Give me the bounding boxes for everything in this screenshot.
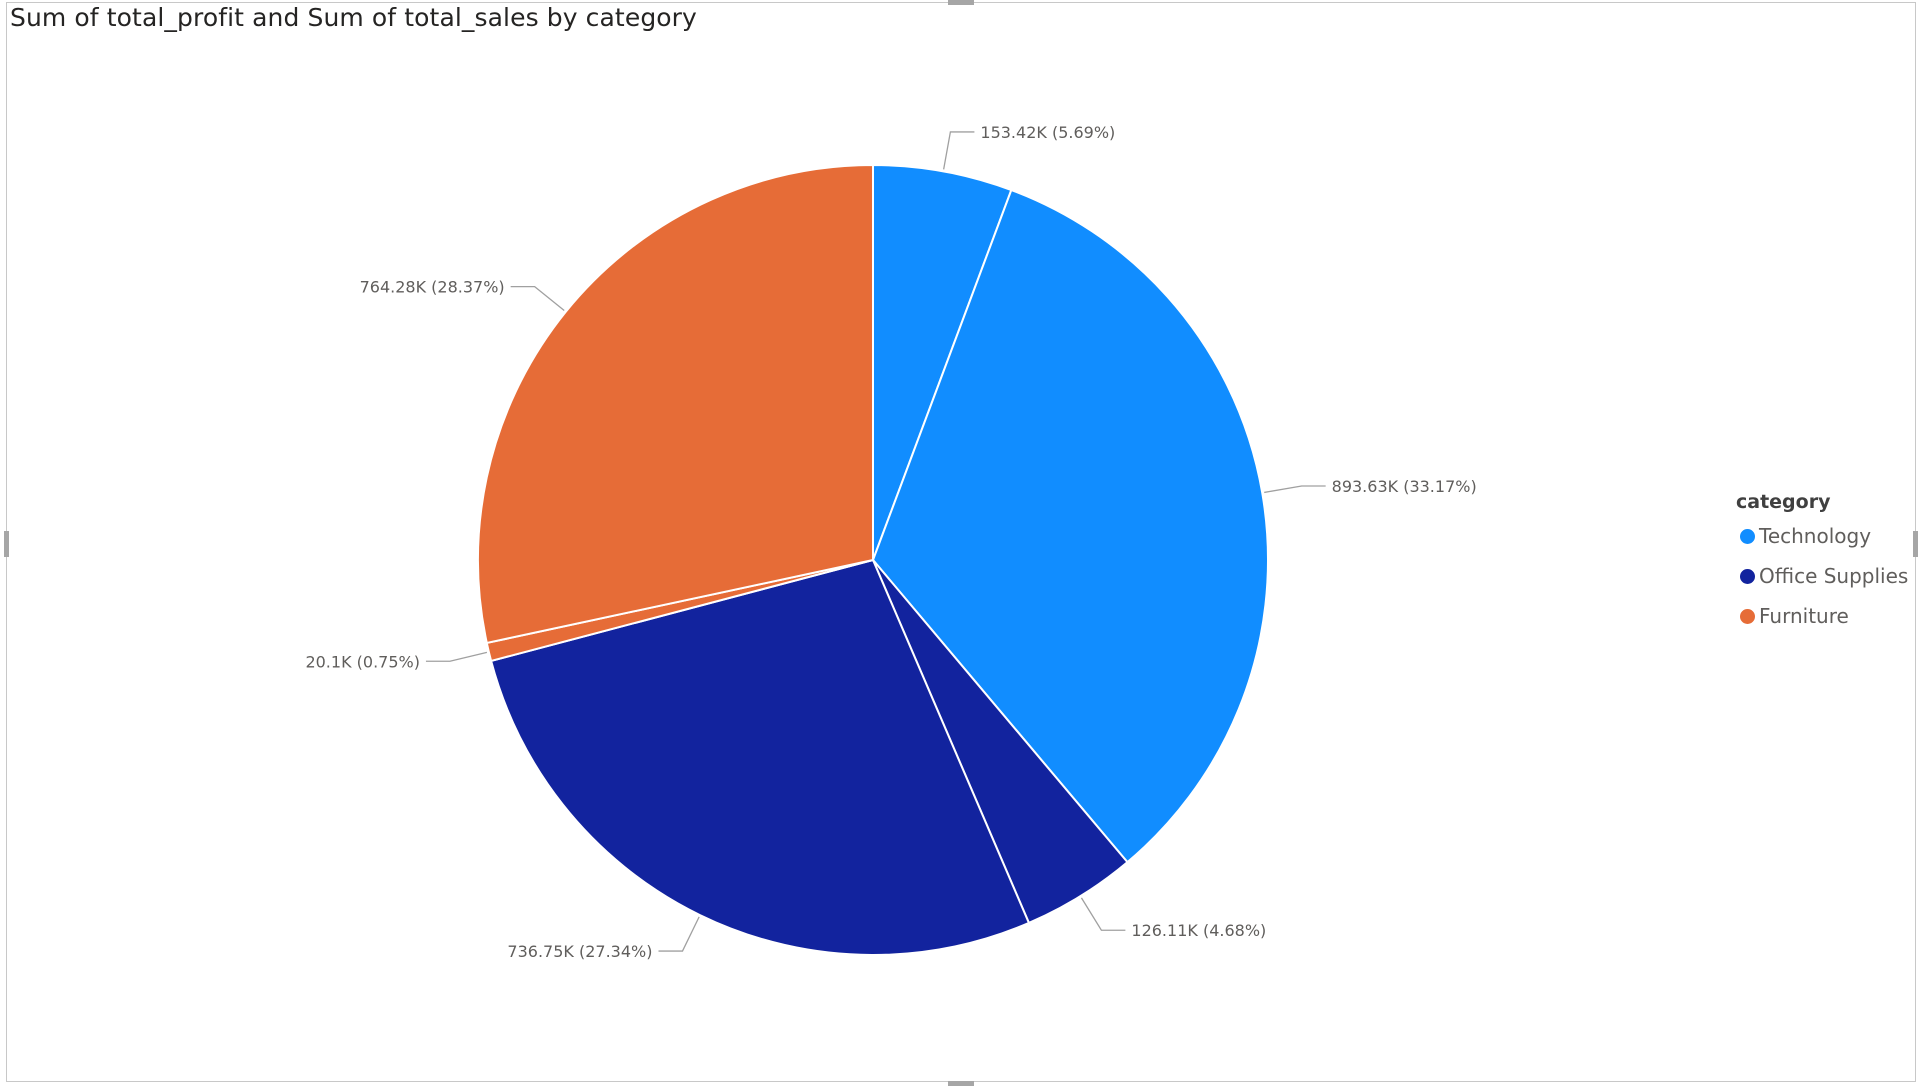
leader-line <box>425 651 488 662</box>
legend-swatch-icon <box>1740 608 1755 624</box>
legend-item-office-supplies[interactable]: Office Supplies <box>1736 556 1908 596</box>
data-label: 20.1K (0.75%) <box>305 652 420 671</box>
resize-handle-right[interactable] <box>1913 531 1918 557</box>
resize-handle-left[interactable] <box>4 531 9 557</box>
pie-data-labels: 153.42K (5.69%) 893.63K (33.17%) 126.11K (… <box>305 123 1476 961</box>
data-label: 153.42K (5.69%) <box>980 123 1115 142</box>
leader-line <box>658 916 700 952</box>
legend-title: category <box>1736 491 1831 513</box>
pie-slice-office-supplies[interactable] <box>490 559 1030 956</box>
data-label: 736.75K (27.34%) <box>507 942 652 961</box>
legend-label: Furniture <box>1759 604 1849 628</box>
pie-slices <box>477 164 1269 956</box>
chart-title: Sum of total_profit and Sum of total_sal… <box>10 3 697 32</box>
leader-line <box>1080 897 1126 931</box>
legend: category Technology Office Supplies Furn… <box>1736 488 1908 636</box>
pie-slice-technology[interactable] <box>872 164 1013 561</box>
data-label: 764.28K (28.37%) <box>360 278 505 297</box>
legend-swatch-icon <box>1740 568 1755 584</box>
legend-swatch-icon <box>1740 528 1755 544</box>
pie-slice-technology[interactable] <box>872 189 1269 864</box>
data-label: 893.63K (33.17%) <box>1332 477 1477 496</box>
resize-handle-bottom[interactable] <box>948 1081 974 1086</box>
pie-slice-furniture[interactable] <box>477 164 874 644</box>
legend-label: Office Supplies <box>1759 564 1909 588</box>
leader-line <box>1264 485 1326 494</box>
legend-label: Technology <box>1759 524 1872 548</box>
legend-item-furniture[interactable]: Furniture <box>1736 596 1908 636</box>
legend-item-technology[interactable]: Technology <box>1736 516 1908 556</box>
leader-line <box>510 285 565 311</box>
data-label: 126.11K (4.68%) <box>1131 921 1266 940</box>
leader-line <box>943 131 975 170</box>
resize-handle-top[interactable] <box>948 0 974 5</box>
